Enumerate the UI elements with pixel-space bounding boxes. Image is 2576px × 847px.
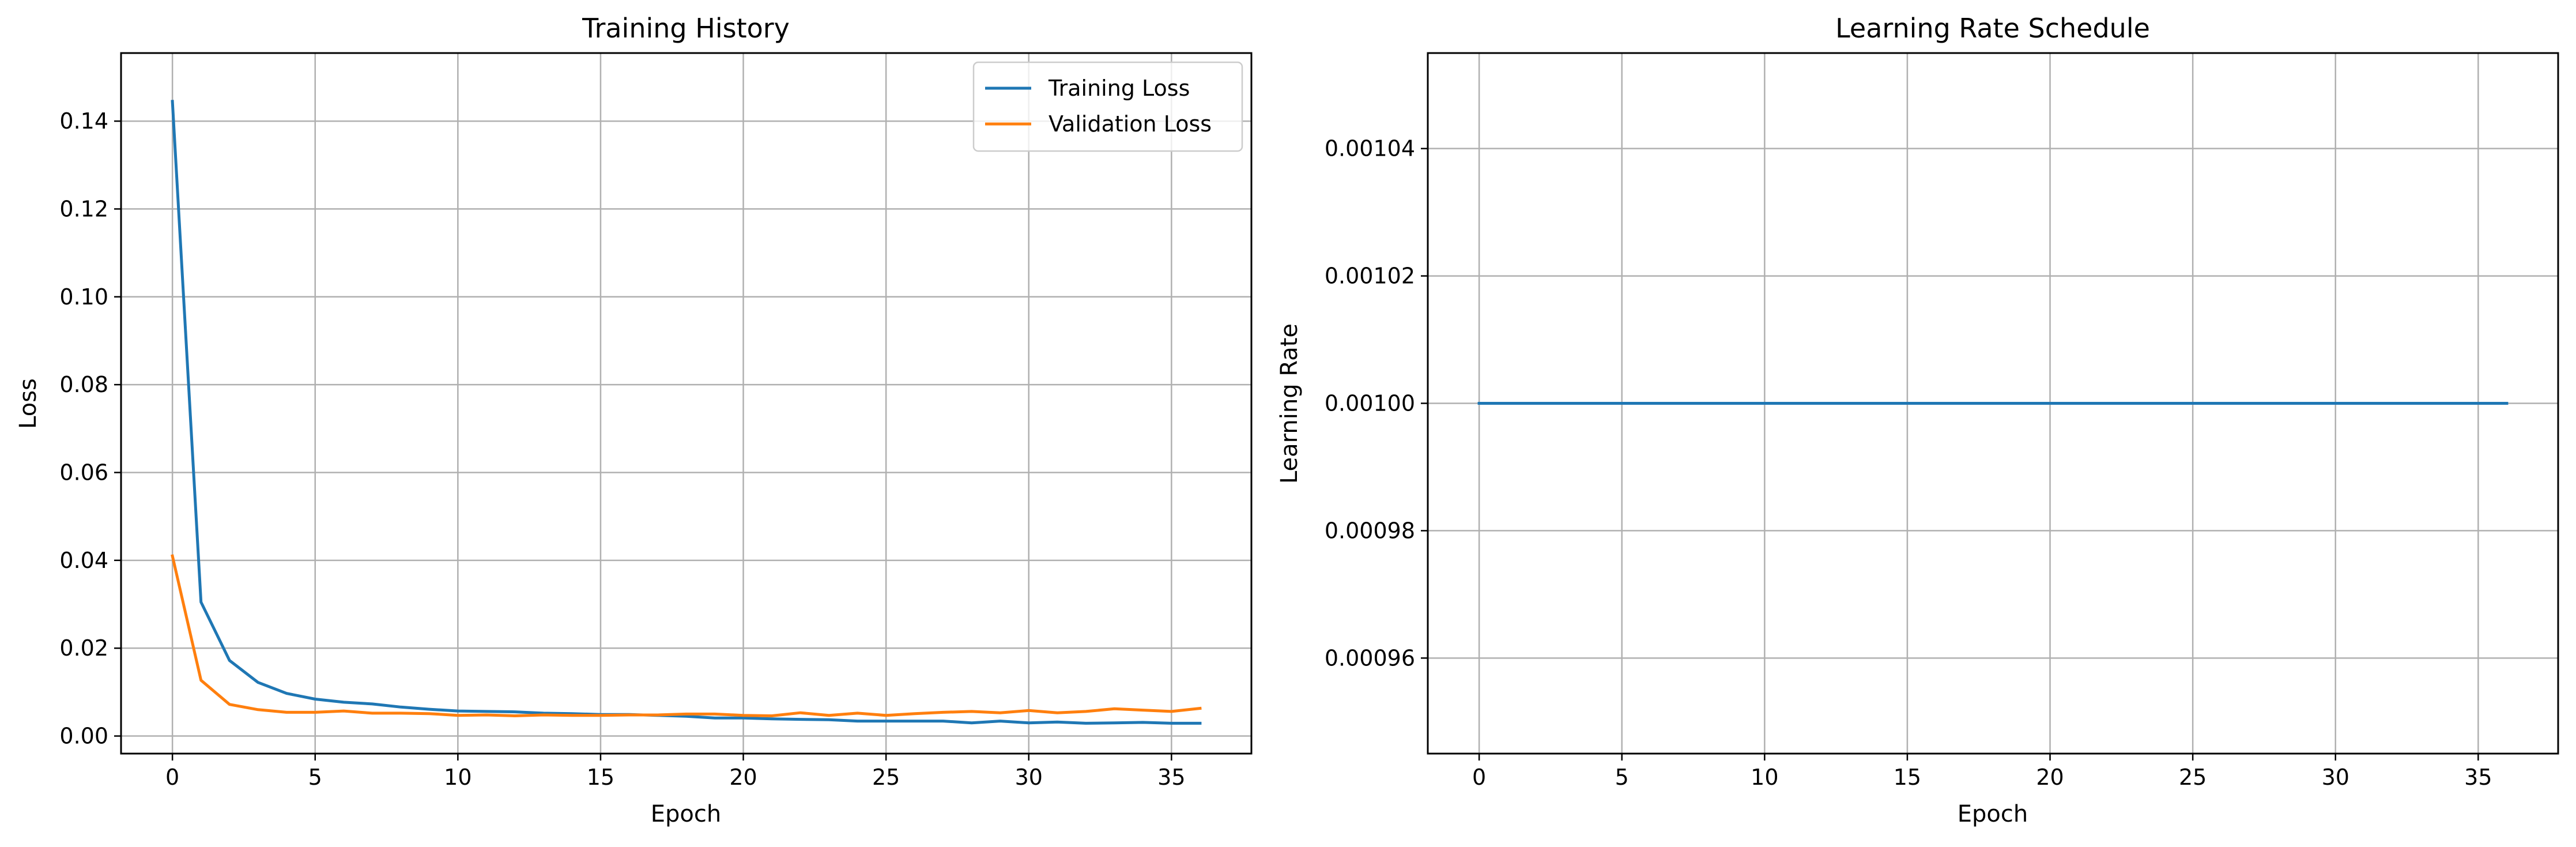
x-tick-label: 30 (1015, 765, 1043, 790)
chart-title: Learning Rate Schedule (1835, 13, 2150, 44)
x-tick-label: 35 (2464, 765, 2492, 790)
series-line-validation-loss (171, 554, 1202, 717)
x-tick-label: 0 (1472, 765, 1486, 790)
x-axis-label: Epoch (1958, 801, 2028, 827)
x-tick-label: 5 (1615, 765, 1629, 790)
y-tick-label: 0.00098 (1325, 518, 1415, 543)
x-tick-label: 10 (1751, 765, 1778, 790)
y-tick-label: 0.06 (59, 460, 108, 485)
plot-frame (120, 52, 1253, 755)
y-tick-label: 0.00104 (1325, 136, 1415, 161)
y-axis-label: Learning Rate (1276, 323, 1303, 484)
y-tick-label: 0.00 (59, 724, 108, 749)
x-tick-label: 15 (1894, 765, 1921, 790)
y-tick-label: 0.10 (59, 284, 108, 310)
x-axis-label: Epoch (651, 801, 721, 827)
x-tick-label: 20 (729, 765, 757, 790)
x-tick-label: 30 (2322, 765, 2349, 790)
x-tick-label: 20 (2036, 765, 2064, 790)
chart-title: Training History (582, 13, 790, 44)
y-tick-label: 0.08 (59, 372, 108, 397)
x-tick-label: 15 (587, 765, 614, 790)
legend-label: Validation Loss (1048, 111, 1212, 137)
y-tick-label: 0.00096 (1325, 645, 1415, 671)
x-tick-label: 5 (308, 765, 322, 790)
y-tick-label: 0.14 (59, 108, 108, 134)
y-axis-label: Loss (15, 378, 42, 429)
y-tick-label: 0.00100 (1325, 391, 1415, 416)
x-tick-label: 25 (2179, 765, 2207, 790)
legend-label: Training Loss (1048, 76, 1190, 101)
training-history-chart: Training History 0 5 10 15 20 25 30 35 0.00 0.02 0… (15, 13, 1253, 827)
legend: Training Loss Validation Loss (972, 61, 1243, 152)
y-tick-label: 0.02 (59, 635, 108, 661)
y-tick-label: 0.04 (59, 548, 108, 573)
legend-box (972, 61, 1243, 152)
y-tick-label: 0.00102 (1325, 263, 1415, 289)
series-line-training-loss (171, 100, 1202, 725)
x-tick-label: 0 (165, 765, 179, 790)
learning-rate-schedule-chart: Learning Rate Schedule 0 5 10 15 20 25 30 35 0.0… (1276, 13, 2559, 827)
x-tick-label: 10 (444, 765, 472, 790)
x-tick-label: 25 (872, 765, 900, 790)
y-tick-label: 0.12 (59, 196, 108, 221)
x-tick-label: 35 (1157, 765, 1185, 790)
